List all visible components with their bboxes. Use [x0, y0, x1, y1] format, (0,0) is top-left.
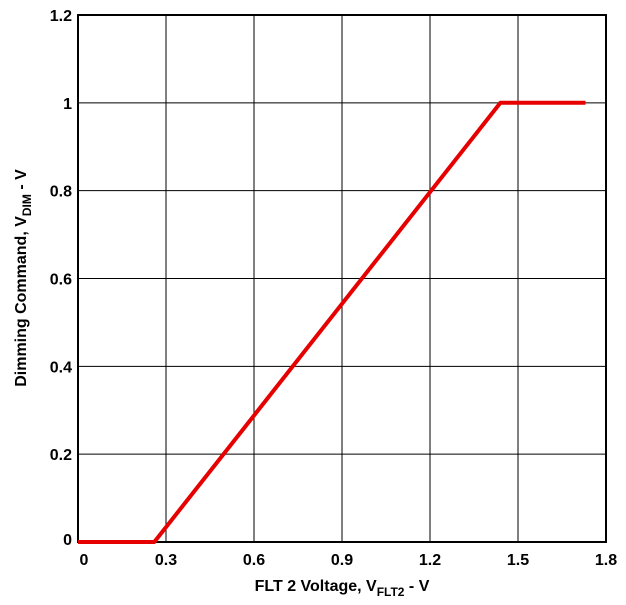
grid-lines: [78, 15, 606, 542]
x-tick-label: 0.6: [243, 552, 265, 569]
plot-frame: [77, 14, 607, 543]
y-axis-title: Dimming Command, VDIM - V: [13, 169, 34, 387]
y-axis-title-main: Dimming Command, V: [13, 216, 30, 387]
y-tick-label: 0.2: [50, 447, 72, 464]
y-axis-title-subscript: DIM: [20, 194, 34, 216]
series-layer: [78, 100, 586, 544]
y-tick-label: 0: [63, 532, 72, 549]
x-axis-title: FLT 2 Voltage, VFLT2 - V: [255, 578, 430, 599]
x-tick-label: 1.5: [507, 552, 529, 569]
x-axis-title-subscript: FLT2: [377, 585, 405, 599]
y-tick-label: 0.4: [50, 359, 72, 376]
x-tick-label: 0.3: [155, 552, 177, 569]
y-tick-labels: 0 0.2 0.4 0.6 0.8 1 1.2: [50, 8, 72, 549]
y-tick-label: 1: [63, 96, 72, 113]
x-tick-labels: 0 0.3 0.6 0.9 1.2 1.5 1.8: [80, 552, 618, 569]
x-axis-title-suffix: - V: [404, 578, 429, 595]
y-tick-label: 1.2: [50, 8, 72, 25]
y-tick-label: 0.8: [50, 184, 72, 201]
x-tick-label: 0: [80, 552, 89, 569]
y-tick-label: 0.6: [50, 272, 72, 289]
x-axis-title-main: FLT 2 Voltage, V: [255, 578, 377, 595]
series-line: [78, 100, 586, 544]
x-tick-label: 0.9: [331, 552, 353, 569]
x-tick-label: 1.2: [419, 552, 441, 569]
x-tick-label: 1.8: [595, 552, 617, 569]
y-axis-title-suffix: - V: [13, 169, 30, 194]
